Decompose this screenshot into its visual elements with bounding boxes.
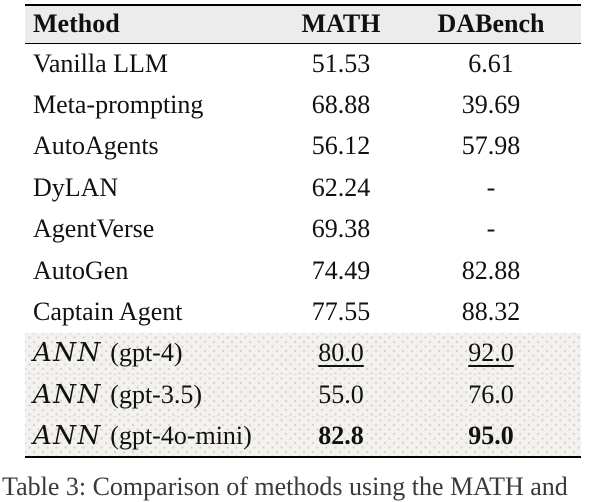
math-value-cell: 80.0 (281, 333, 401, 374)
score-value: 82.88 (461, 255, 521, 285)
dabench-value-cell: 57.98 (401, 126, 581, 167)
score-value: 92.0 (468, 338, 514, 368)
score-value: 6.61 (468, 48, 514, 78)
math-value-cell: 69.38 (281, 209, 401, 250)
table-header: Method MATH DABench (25, 5, 581, 44)
score-value: 76.0 (468, 379, 514, 409)
math-value-cell: 56.12 (281, 126, 401, 167)
math-value-cell: 82.8 (281, 416, 401, 457)
method-label: Meta-prompting (33, 90, 204, 120)
method-cell: AutoAgents (25, 126, 281, 167)
math-value-cell: 68.88 (281, 84, 401, 125)
dabench-value-cell: 39.69 (401, 84, 581, 125)
score-value: 39.69 (461, 90, 521, 120)
score-value: 62.24 (311, 172, 371, 202)
table-row: Captain Agent 77.55 88.32 (25, 291, 581, 332)
table-row: Meta-prompting 68.88 39.69 (25, 84, 581, 125)
math-value-cell: 62.24 (281, 167, 401, 208)
dabench-value-cell: - (401, 167, 581, 208)
method-script-name: ANN (33, 338, 102, 369)
column-header-method: Method (25, 5, 281, 44)
method-script-name: ANN (33, 379, 102, 410)
table-row: DyLAN 62.24 - (25, 167, 581, 208)
dabench-value-cell: - (401, 209, 581, 250)
math-value-cell: 74.49 (281, 250, 401, 291)
method-cell: DyLAN (25, 167, 281, 208)
column-header-dabench: DABench (401, 5, 581, 44)
score-value: 74.49 (311, 255, 371, 285)
dabench-value-cell: 92.0 (401, 333, 581, 374)
score-value: 69.38 (311, 214, 371, 244)
method-cell: ANN (gpt-4) (25, 333, 281, 374)
results-table: Method MATH DABench Vanilla LLM 51.53 6.61… (25, 4, 581, 458)
table-caption: Table 3: Comparison of methods using the… (2, 472, 568, 501)
dabench-value-cell: 95.0 (401, 416, 581, 457)
method-label: Vanilla LLM (33, 48, 169, 78)
score-value: 57.98 (461, 131, 521, 161)
method-cell: ANN (gpt-3.5) (25, 374, 281, 415)
dabench-value-cell: 82.88 (401, 250, 581, 291)
score-value: 82.8 (318, 420, 364, 450)
table-row: AgentVerse 69.38 - (25, 209, 581, 250)
method-cell: Captain Agent (25, 291, 281, 332)
method-cell: Vanilla LLM (25, 43, 281, 84)
method-cell: AgentVerse (25, 209, 281, 250)
score-value: 55.0 (318, 379, 364, 409)
method-label: AutoAgents (33, 131, 159, 161)
dabench-value-cell: 76.0 (401, 374, 581, 415)
results-table-container: Method MATH DABench Vanilla LLM 51.53 6.61… (25, 4, 581, 458)
dabench-value-cell: 88.32 (401, 291, 581, 332)
math-value-cell: 51.53 (281, 43, 401, 84)
method-label: AgentVerse (33, 214, 155, 244)
method-cell: Meta-prompting (25, 84, 281, 125)
table-row: AutoGen 74.49 82.88 (25, 250, 581, 291)
score-value: 80.0 (318, 338, 364, 368)
table-row: AutoAgents 56.12 57.98 (25, 126, 581, 167)
method-label: (gpt-3.5) (110, 379, 202, 409)
dabench-value-cell: 6.61 (401, 43, 581, 84)
math-value-cell: 77.55 (281, 291, 401, 332)
method-label: DyLAN (33, 172, 119, 202)
score-value: 56.12 (311, 131, 371, 161)
table-row: ANN (gpt-4) 80.0 92.0 (25, 332, 581, 375)
table-header-row: Method MATH DABench (25, 5, 581, 44)
score-value: 68.88 (311, 90, 371, 120)
score-value: - (486, 214, 496, 244)
method-cell: AutoGen (25, 250, 281, 291)
score-value: 88.32 (461, 297, 521, 327)
score-value: 95.0 (468, 420, 514, 450)
column-header-math: MATH (281, 5, 401, 44)
method-label: (gpt-4) (110, 338, 183, 368)
score-value: - (486, 172, 496, 202)
table-row: ANN (gpt-3.5) 55.0 76.0 (25, 374, 581, 416)
table-row: Vanilla LLM 51.53 6.61 (25, 43, 581, 84)
math-value-cell: 55.0 (281, 374, 401, 415)
method-label: Captain Agent (33, 297, 183, 327)
method-cell: ANN (gpt-4o-mini) (25, 416, 281, 457)
table-row: ANN (gpt-4o-mini) 82.8 95.0 (25, 415, 581, 457)
method-label: (gpt-4o-mini) (110, 420, 252, 450)
score-value: 51.53 (311, 48, 371, 78)
table-body: Vanilla LLM 51.53 6.61 Meta-prompting 68.88 3… (25, 43, 581, 457)
method-script-name: ANN (33, 420, 102, 451)
method-label: AutoGen (33, 255, 129, 285)
score-value: 77.55 (311, 297, 371, 327)
